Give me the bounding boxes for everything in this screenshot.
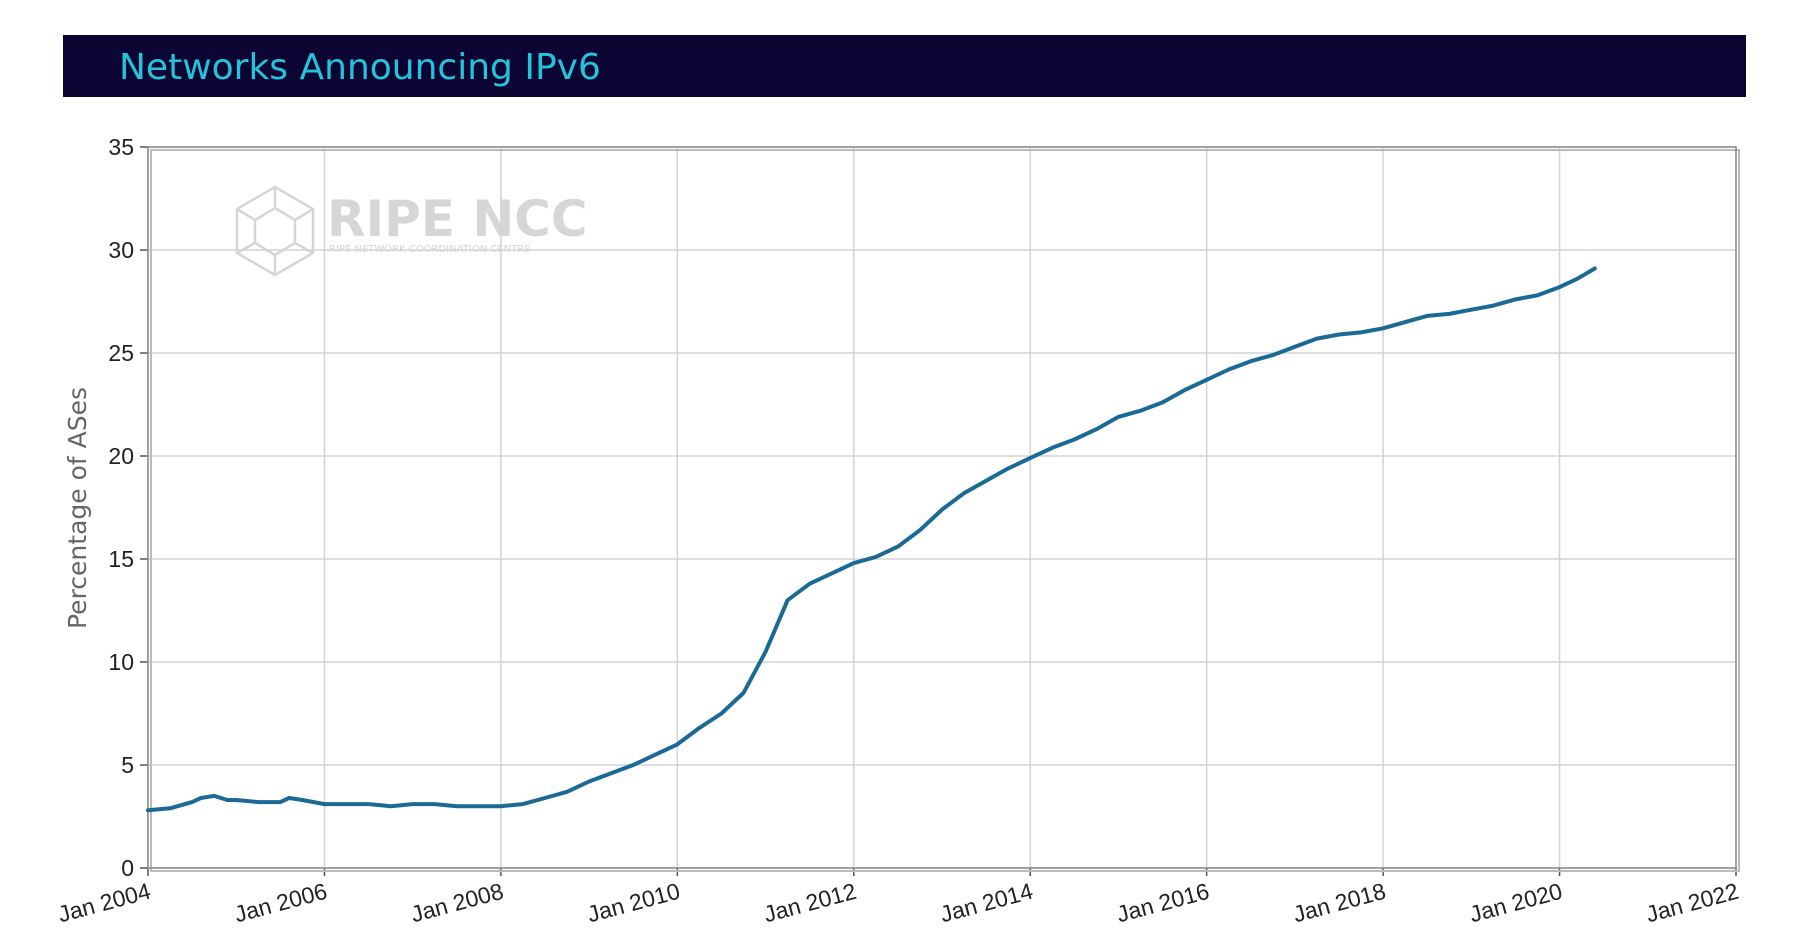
ripe-ncc-cube-logo-icon <box>235 185 315 277</box>
x-tick-labels: Jan 2004 Jan 2006 Jan 2008 Jan 2010 Jan 2012… <box>55 878 1741 928</box>
x-tick-label: Jan 2014 <box>937 878 1035 928</box>
x-tick-label: Jan 2020 <box>1467 878 1565 928</box>
x-tick-label: Jan 2012 <box>761 878 859 928</box>
y-tick-label: 0 <box>121 855 134 881</box>
x-tick-label: Jan 2004 <box>55 878 153 928</box>
x-tick-label: Jan 2016 <box>1114 878 1212 928</box>
y-axis-label: Percentage of ASes <box>63 387 92 629</box>
y-tick-label: 15 <box>108 546 134 572</box>
y-tick-label: 5 <box>121 752 134 778</box>
axes <box>140 146 1740 876</box>
plot-frame <box>147 146 1737 869</box>
ripe-ncc-watermark: RIPE NCC RIPE NETWORK COORDINATION CENTR… <box>235 185 588 277</box>
watermark-name: RIPE NCC <box>327 190 588 248</box>
x-tick-label: Jan 2008 <box>408 878 506 928</box>
y-tick-labels: 0 5 10 15 20 25 30 35 <box>108 134 134 881</box>
x-tick-label: Jan 2010 <box>584 878 682 928</box>
x-tick-label: Jan 2018 <box>1290 878 1388 928</box>
data-series <box>146 266 1597 813</box>
y-tick-label: 30 <box>108 237 134 263</box>
series-line <box>146 266 1597 813</box>
y-tick-label: 35 <box>108 134 134 160</box>
y-tick-label: 20 <box>108 443 134 469</box>
x-tick-label: Jan 2006 <box>232 878 330 928</box>
plot-frame-shadow <box>150 149 1740 872</box>
y-tick-label: 25 <box>108 340 134 366</box>
x-tick-label: Jan 2022 <box>1643 878 1741 928</box>
chart-header: Networks Announcing IPv6 <box>63 35 1746 97</box>
y-tick-label: 10 <box>108 649 134 675</box>
chart-title: Networks Announcing IPv6 <box>119 47 601 88</box>
